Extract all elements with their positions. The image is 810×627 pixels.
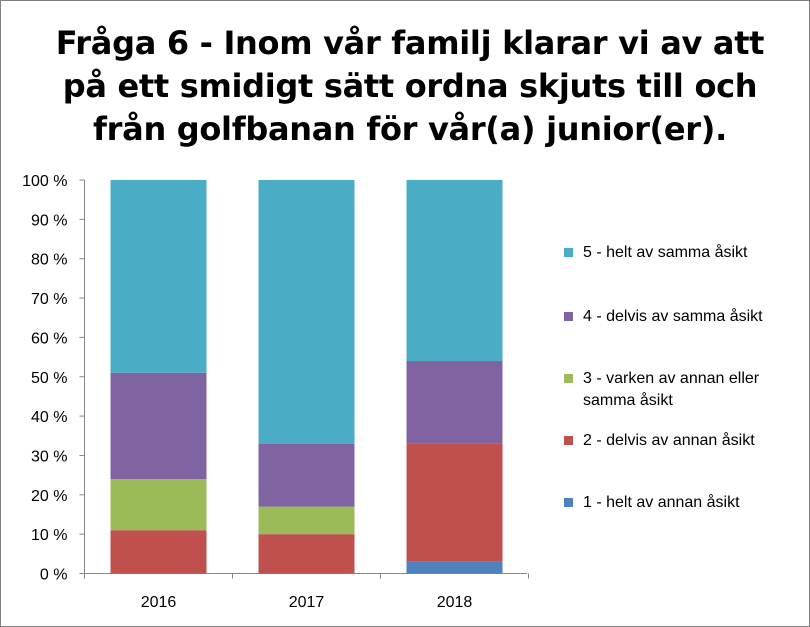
legend-label: 4 - delvis av samma åsikt (583, 308, 763, 325)
bar-segment (258, 443, 355, 507)
y-tick-label: 40 % (31, 409, 67, 426)
x-tick-label: 2016 (141, 594, 177, 611)
y-tick-label: 50 % (31, 370, 67, 387)
legend-item: 3 - varken av annan eller samma åsikt (564, 368, 804, 412)
bar-segment (258, 506, 355, 535)
y-tick-label: 60 % (31, 330, 67, 347)
x-tick-label: 2018 (437, 594, 473, 611)
bar-segment (110, 180, 207, 373)
y-tick-group: 0 % 10 % 20 % 30 % 40 % 50 % 60 % 70 % 80 % 90 % 1… (22, 173, 85, 584)
y-tick-label: 20 % (31, 488, 67, 505)
legend-swatch (564, 374, 573, 383)
y-tick-label: 90 % (31, 212, 67, 229)
y-tick-label: 70 % (31, 291, 67, 308)
legend-item: 2 - delvis av annan åsikt (564, 430, 804, 452)
x-tick-label: 2017 (289, 594, 325, 611)
legend-swatch (564, 436, 573, 445)
legend-swatch (564, 312, 573, 321)
x-tick-group: 2016 2017 2018 (84, 573, 529, 611)
y-tick-label: 0 % (40, 567, 68, 584)
chart-title: Fråga 6 - Inom vår familj klarar vi av a… (55, 24, 765, 148)
bar-segment (406, 180, 503, 362)
y-tick-label: 100 % (22, 173, 67, 190)
bar-segment (258, 534, 355, 574)
legend-label: 3 - varken av annan eller samma åsikt (583, 370, 760, 409)
legend-item: 4 - delvis av samma åsikt (564, 306, 804, 328)
legend-label: 2 - delvis av annan åsikt (583, 432, 755, 449)
bar-segment (110, 479, 207, 531)
bar-segment (406, 561, 503, 574)
y-tick-label: 80 % (31, 252, 67, 269)
bar-segment (406, 361, 503, 444)
legend-swatch (564, 248, 573, 257)
legend-item: 1 - helt av annan åsikt (564, 492, 804, 514)
bar-segment (110, 372, 207, 480)
legend-label: 1 - helt av annan åsikt (583, 494, 740, 511)
legend-label: 5 - helt av samma åsikt (583, 244, 748, 261)
bar-segment (406, 443, 503, 562)
bar-segment (110, 530, 207, 574)
legend-swatch (564, 498, 573, 507)
y-tick-label: 30 % (31, 448, 67, 465)
bar-segment (258, 180, 355, 444)
bar-group (110, 180, 503, 574)
legend-item: 5 - helt av samma åsikt (564, 242, 804, 264)
y-tick-label: 10 % (31, 527, 67, 544)
